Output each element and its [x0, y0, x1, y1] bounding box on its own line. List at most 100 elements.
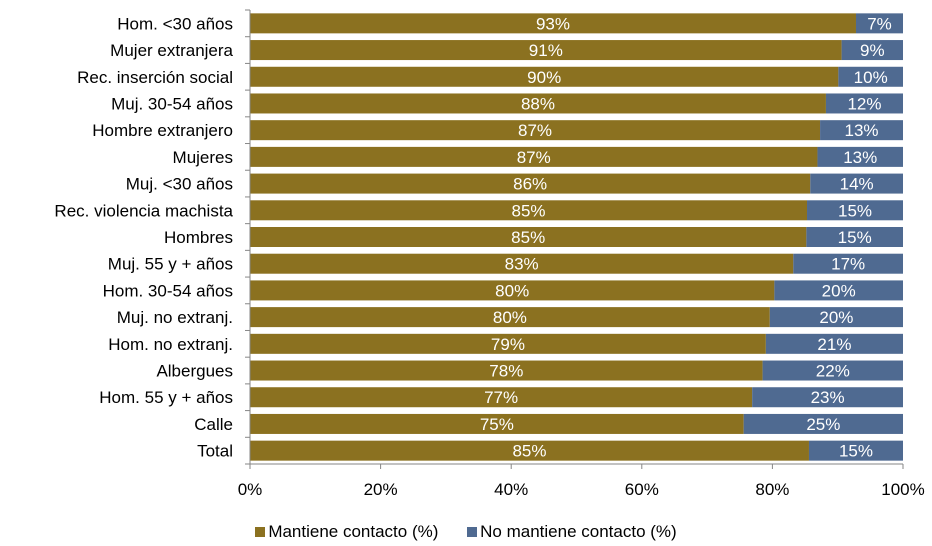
data-label-0-3: 88% [521, 94, 555, 113]
category-label-4: Hombre extranjero [92, 121, 233, 140]
data-label-0-14: 77% [484, 388, 518, 407]
legend-label-mantiene: Mantiene contacto (%) [268, 522, 439, 541]
legend-item-mantiene: Mantiene contacto (%) [255, 522, 438, 542]
legend-item-no-mantiene: No mantiene contacto (%) [467, 522, 677, 542]
category-label-6: Muj. <30 años [126, 175, 233, 194]
category-label-7: Rec. violencia machista [54, 201, 233, 220]
data-label-1-15: 25% [806, 415, 840, 434]
bar-segment-0-0 [250, 13, 856, 34]
data-label-1-0: 7% [867, 14, 892, 33]
bar-segment-0-7 [250, 200, 808, 221]
bar-segment-0-13 [250, 360, 763, 381]
data-label-1-8: 15% [838, 228, 872, 247]
data-label-0-16: 85% [512, 442, 546, 461]
data-label-0-10: 80% [495, 281, 529, 300]
bar-segment-1-5 [817, 146, 903, 167]
data-label-1-3: 12% [847, 94, 881, 113]
category-label-11: Muj. no extranj. [117, 308, 233, 327]
bar-segment-1-1 [841, 40, 903, 61]
category-label-0: Hom. <30 años [117, 14, 233, 33]
category-label-8: Hombres [164, 228, 233, 247]
data-label-1-10: 20% [822, 281, 856, 300]
x-tick-label-3: 60% [625, 480, 659, 499]
bar-segment-1-7 [807, 200, 903, 221]
data-label-0-11: 80% [493, 308, 527, 327]
bar-segment-0-16 [250, 440, 809, 461]
data-label-0-12: 79% [491, 335, 525, 354]
bar-segment-0-8 [250, 227, 807, 247]
bar-segment-1-4 [820, 120, 903, 141]
bar-segment-1-9 [793, 253, 903, 274]
data-label-1-5: 13% [843, 148, 877, 167]
data-label-0-13: 78% [489, 362, 523, 381]
legend-label-no-mantiene: No mantiene contacto (%) [480, 522, 677, 541]
data-label-0-9: 83% [505, 255, 539, 274]
category-label-12: Hom. no extranj. [108, 335, 233, 354]
bar-segment-1-2 [838, 66, 903, 87]
category-label-1: Mujer extranjera [110, 41, 233, 60]
bar-segment-0-12 [250, 333, 766, 354]
data-label-1-7: 15% [838, 201, 872, 220]
data-label-0-15: 75% [480, 415, 514, 434]
bar-segment-1-6 [810, 173, 903, 194]
category-label-3: Muj. 30-54 años [111, 94, 233, 113]
bar-segment-0-11 [250, 307, 770, 328]
bar-segment-0-10 [250, 280, 775, 301]
data-label-1-11: 20% [819, 308, 853, 327]
data-label-1-6: 14% [840, 175, 874, 194]
bar-segment-0-5 [250, 146, 818, 167]
data-label-1-2: 10% [854, 68, 888, 87]
category-label-14: Hom. 55 y + años [99, 388, 233, 407]
x-tick-label-0: 0% [238, 480, 263, 499]
category-label-10: Hom. 30-54 años [103, 281, 233, 300]
category-labels: Hom. <30 años Mujer extranjera Rec. inserc… [54, 14, 233, 460]
bar-segment-0-15 [250, 413, 744, 434]
data-label-0-1: 91% [529, 41, 563, 60]
data-label-0-6: 86% [513, 175, 547, 194]
x-tick-label-2: 40% [494, 480, 528, 499]
bar-segment-0-2 [250, 66, 839, 87]
category-label-9: Muj. 55 y + años [108, 255, 233, 274]
category-label-15: Calle [194, 415, 233, 434]
bar-segment-0-3 [250, 93, 826, 114]
category-label-2: Rec. inserción social [77, 68, 233, 87]
bar-segment-1-16 [808, 440, 903, 461]
axes: 0% 20% 40% 60% 80% 100% [238, 9, 925, 499]
data-label-1-4: 13% [845, 121, 879, 140]
bar-segment-1-12 [765, 333, 903, 354]
bar-segment-1-8 [806, 227, 903, 247]
bar-segment-1-10 [774, 280, 903, 301]
data-label-0-8: 85% [511, 228, 545, 247]
data-label-1-9: 17% [831, 255, 865, 274]
data-label-0-2: 90% [527, 68, 561, 87]
bar-segment-1-13 [762, 360, 903, 381]
x-tick-label-1: 20% [364, 480, 398, 499]
data-label-1-14: 23% [811, 388, 845, 407]
legend-swatch-no-mantiene [467, 527, 478, 537]
bar-segment-0-4 [250, 120, 821, 141]
legend-swatch-mantiene [255, 527, 266, 537]
category-label-13: Albergues [156, 362, 233, 381]
bar-segment-1-14 [752, 387, 903, 408]
bar-segment-0-6 [250, 173, 811, 194]
bar-segment-0-14 [250, 387, 753, 408]
bars-group: 93% 7% 91% 9% 90% 10% 88% 12% 87% 13% 87% 13% 86% 14%… [250, 13, 903, 461]
data-label-1-12: 21% [817, 335, 851, 354]
data-label-0-7: 85% [511, 201, 545, 220]
x-tick-label-4: 80% [755, 480, 789, 499]
data-label-0-5: 87% [517, 148, 551, 167]
data-label-0-4: 87% [518, 121, 552, 140]
x-tick-label-5: 100% [881, 480, 924, 499]
bar-segment-1-0 [855, 13, 903, 34]
legend: Mantiene contacto (%) No mantiene contac… [0, 522, 932, 542]
bar-segment-0-9 [250, 253, 794, 274]
bar-segment-1-11 [769, 307, 903, 328]
data-label-1-13: 22% [816, 362, 850, 381]
bar-segment-1-3 [825, 93, 903, 114]
data-label-0-0: 93% [536, 14, 570, 33]
bar-segment-1-15 [743, 413, 903, 434]
category-label-16: Total [197, 442, 233, 461]
data-label-1-16: 15% [839, 442, 873, 461]
category-label-5: Mujeres [173, 148, 233, 167]
